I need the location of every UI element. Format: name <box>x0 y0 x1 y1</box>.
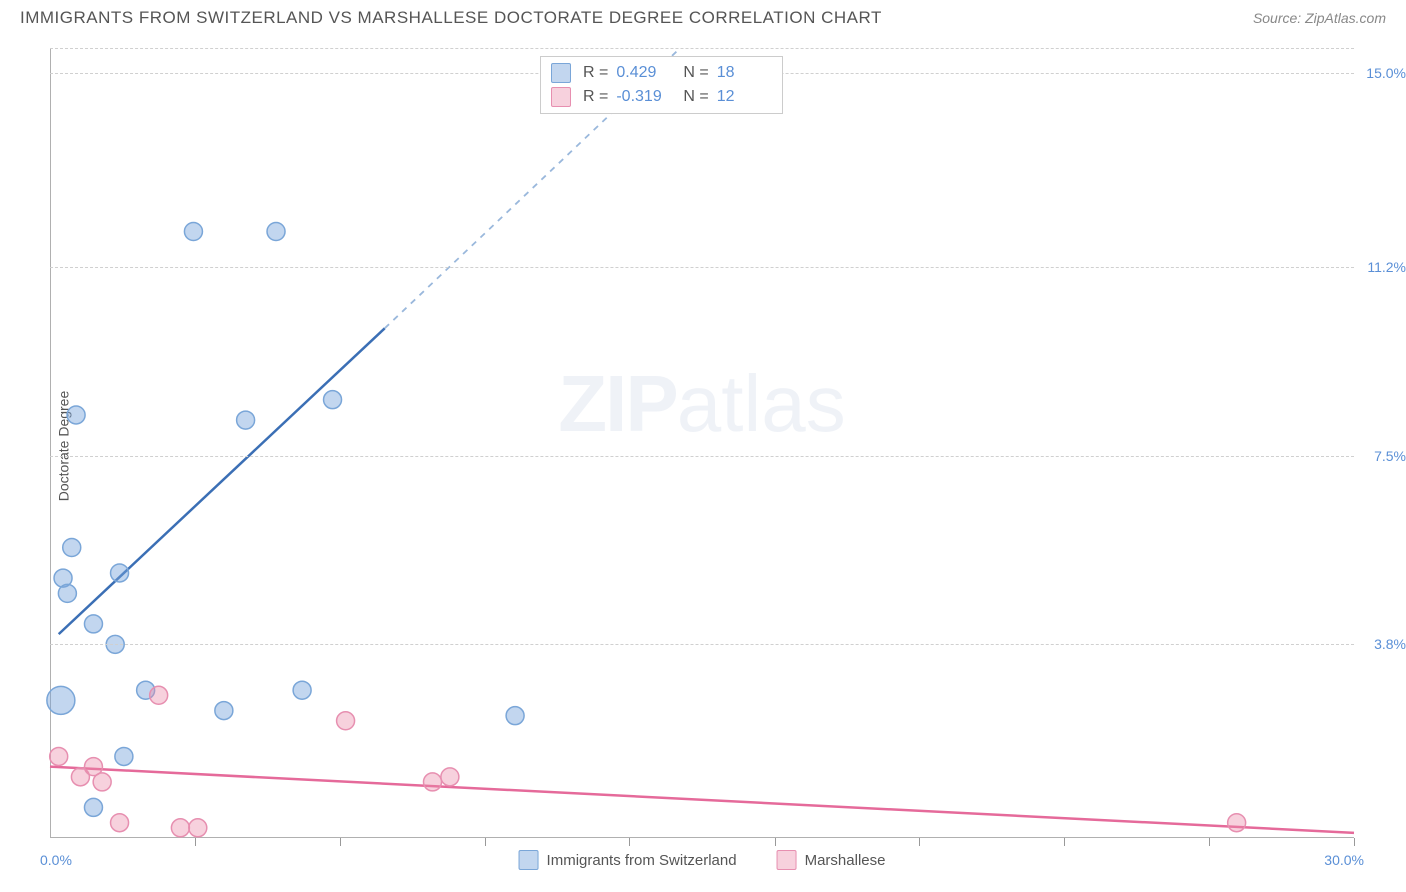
r-label-2: R = <box>583 88 608 106</box>
x-tick <box>1064 838 1065 846</box>
grid-line <box>50 456 1354 457</box>
legend-stats-box: R = 0.429 N = 18 R = -0.319 N = 12 <box>540 56 783 114</box>
legend-swatch-1 <box>519 850 539 870</box>
swatch-series-1 <box>551 63 571 83</box>
r-label-1: R = <box>583 64 608 82</box>
swatch-series-2 <box>551 87 571 107</box>
legend-swatch-2 <box>777 850 797 870</box>
grid-line <box>50 48 1354 49</box>
chart-header: IMMIGRANTS FROM SWITZERLAND VS MARSHALLE… <box>0 0 1406 32</box>
bottom-legend: Immigrants from Switzerland Marshallese <box>519 850 886 870</box>
x-tick <box>195 838 196 846</box>
chart-title: IMMIGRANTS FROM SWITZERLAND VS MARSHALLE… <box>20 8 882 28</box>
x-tick <box>775 838 776 846</box>
x-tick <box>485 838 486 846</box>
n-value-2: 12 <box>717 88 772 106</box>
x-max-label: 30.0% <box>1324 852 1364 868</box>
x-tick <box>1209 838 1210 846</box>
y-tick-label: 7.5% <box>1374 448 1406 464</box>
y-tick-label: 15.0% <box>1366 65 1406 81</box>
grid-line <box>50 267 1354 268</box>
legend-item-1: Immigrants from Switzerland <box>519 850 737 870</box>
source-attribution: Source: ZipAtlas.com <box>1253 10 1386 26</box>
chart-svg <box>50 48 1354 838</box>
n-label-2: N = <box>683 88 708 106</box>
legend-label-1: Immigrants from Switzerland <box>547 852 737 869</box>
x-min-label: 0.0% <box>40 852 72 868</box>
x-tick <box>340 838 341 846</box>
n-label-1: N = <box>683 64 708 82</box>
r-value-1: 0.429 <box>616 64 671 82</box>
x-tick <box>629 838 630 846</box>
grid-line <box>50 644 1354 645</box>
plot-area: ZIPatlas 3.8%7.5%11.2%15.0% 0.0% 30.0% R… <box>50 48 1354 838</box>
legend-item-2: Marshallese <box>777 850 886 870</box>
x-tick <box>919 838 920 846</box>
legend-stats-row-2: R = -0.319 N = 12 <box>551 85 772 109</box>
y-tick-label: 11.2% <box>1367 259 1406 275</box>
x-tick <box>1354 838 1355 846</box>
r-value-2: -0.319 <box>616 88 671 106</box>
n-value-1: 18 <box>717 64 772 82</box>
legend-label-2: Marshallese <box>805 852 886 869</box>
legend-stats-row-1: R = 0.429 N = 18 <box>551 61 772 85</box>
y-tick-label: 3.8% <box>1374 636 1406 652</box>
